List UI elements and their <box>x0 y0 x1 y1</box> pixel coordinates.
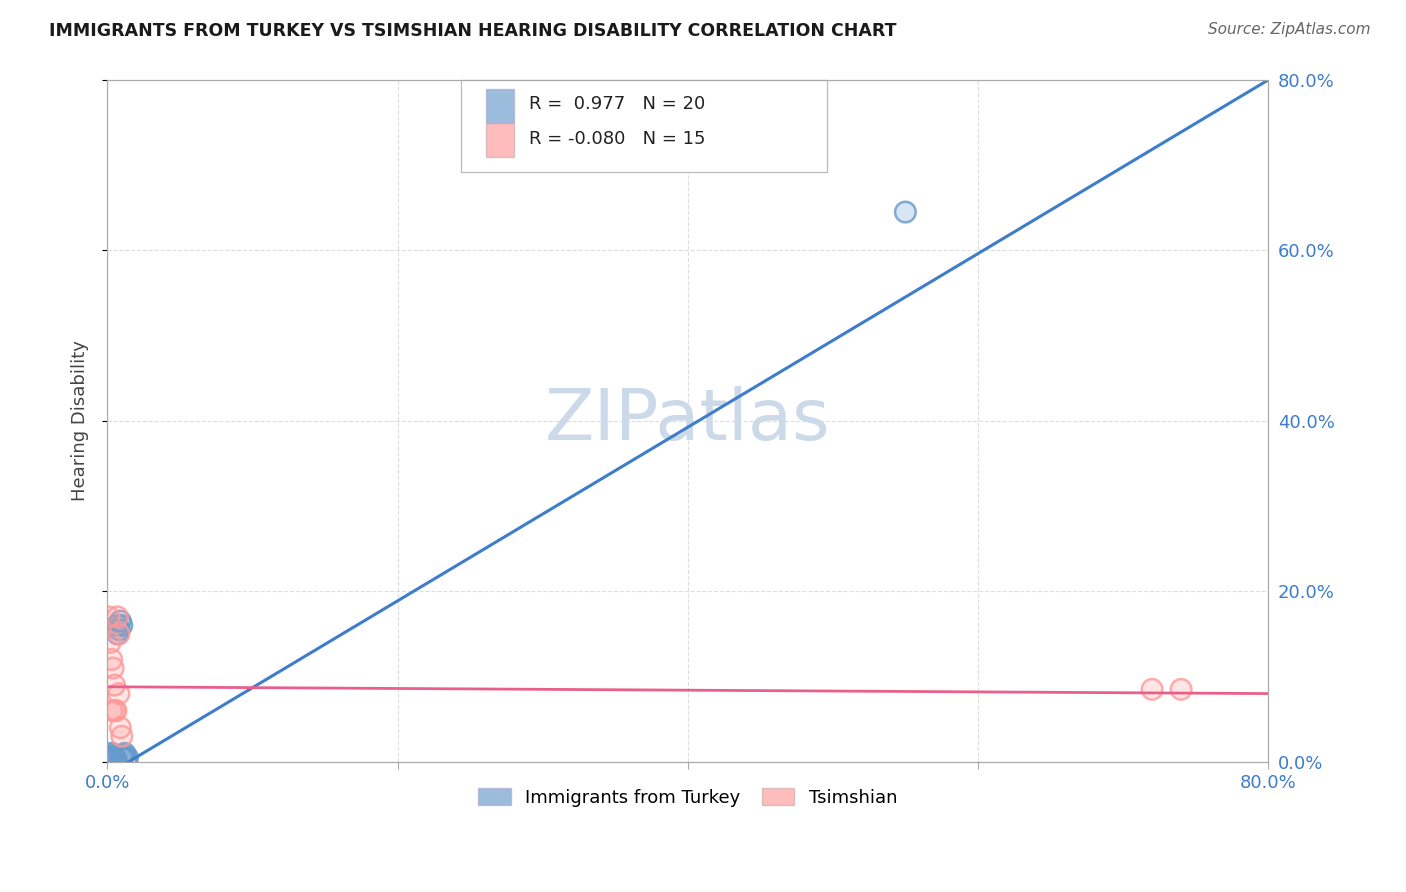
Point <box>110 721 132 735</box>
Point <box>97 750 120 764</box>
Point <box>100 704 122 718</box>
Legend: Immigrants from Turkey, Tsimshian: Immigrants from Turkey, Tsimshian <box>471 780 904 814</box>
Point <box>111 750 134 764</box>
Point <box>115 752 138 766</box>
Text: Source: ZipAtlas.com: Source: ZipAtlas.com <box>1208 22 1371 37</box>
Point <box>112 747 135 762</box>
Point <box>103 678 125 692</box>
Point <box>110 721 132 735</box>
Y-axis label: Hearing Disability: Hearing Disability <box>72 341 89 501</box>
Point <box>103 678 125 692</box>
Point <box>108 623 131 637</box>
Point <box>100 746 122 760</box>
Point <box>110 614 132 628</box>
Point <box>894 205 917 219</box>
Point <box>100 652 122 666</box>
Point <box>100 752 122 766</box>
Point <box>103 752 125 766</box>
Point <box>98 635 121 649</box>
Point <box>108 623 131 637</box>
FancyBboxPatch shape <box>461 80 827 172</box>
Point <box>97 610 120 624</box>
Point <box>100 749 122 764</box>
Point <box>111 729 134 743</box>
Point <box>107 618 129 632</box>
Point <box>112 747 135 762</box>
Point <box>98 752 121 766</box>
Point <box>107 627 129 641</box>
Point <box>107 618 129 632</box>
Point <box>108 687 131 701</box>
Point <box>108 687 131 701</box>
Text: R =  0.977   N = 20: R = 0.977 N = 20 <box>529 95 704 113</box>
Point <box>97 750 120 764</box>
Point <box>107 610 129 624</box>
Point <box>111 729 134 743</box>
Point <box>114 746 136 760</box>
Point <box>105 752 128 766</box>
Text: ZIPatlas: ZIPatlas <box>546 386 831 456</box>
FancyBboxPatch shape <box>485 89 513 123</box>
Point <box>1170 682 1192 697</box>
Point <box>1140 682 1163 697</box>
Point <box>105 704 128 718</box>
Point <box>98 752 121 766</box>
Point <box>100 746 122 760</box>
Point <box>103 704 125 718</box>
Point <box>103 704 125 718</box>
Text: IMMIGRANTS FROM TURKEY VS TSIMSHIAN HEARING DISABILITY CORRELATION CHART: IMMIGRANTS FROM TURKEY VS TSIMSHIAN HEAR… <box>49 22 897 40</box>
Point <box>111 750 134 764</box>
Point <box>108 627 131 641</box>
Point <box>101 661 124 675</box>
Point <box>105 704 128 718</box>
Point <box>101 750 124 764</box>
Point <box>101 661 124 675</box>
Point <box>100 704 122 718</box>
Point <box>117 750 139 764</box>
Point <box>115 752 138 766</box>
Point <box>107 627 129 641</box>
Point <box>111 618 134 632</box>
Point <box>100 652 122 666</box>
Point <box>103 752 125 766</box>
Point <box>107 610 129 624</box>
Point <box>98 747 121 762</box>
Point <box>894 205 917 219</box>
Point <box>97 610 120 624</box>
Point <box>100 749 122 764</box>
Point <box>108 627 131 641</box>
Point <box>1170 682 1192 697</box>
Point <box>111 618 134 632</box>
Point <box>1140 682 1163 697</box>
Point <box>105 752 128 766</box>
Text: R = -0.080   N = 15: R = -0.080 N = 15 <box>529 130 706 148</box>
Point <box>100 752 122 766</box>
Point <box>98 635 121 649</box>
Point <box>117 750 139 764</box>
FancyBboxPatch shape <box>485 123 513 157</box>
Point <box>98 747 121 762</box>
Point <box>101 750 124 764</box>
Point <box>114 746 136 760</box>
Point <box>110 614 132 628</box>
